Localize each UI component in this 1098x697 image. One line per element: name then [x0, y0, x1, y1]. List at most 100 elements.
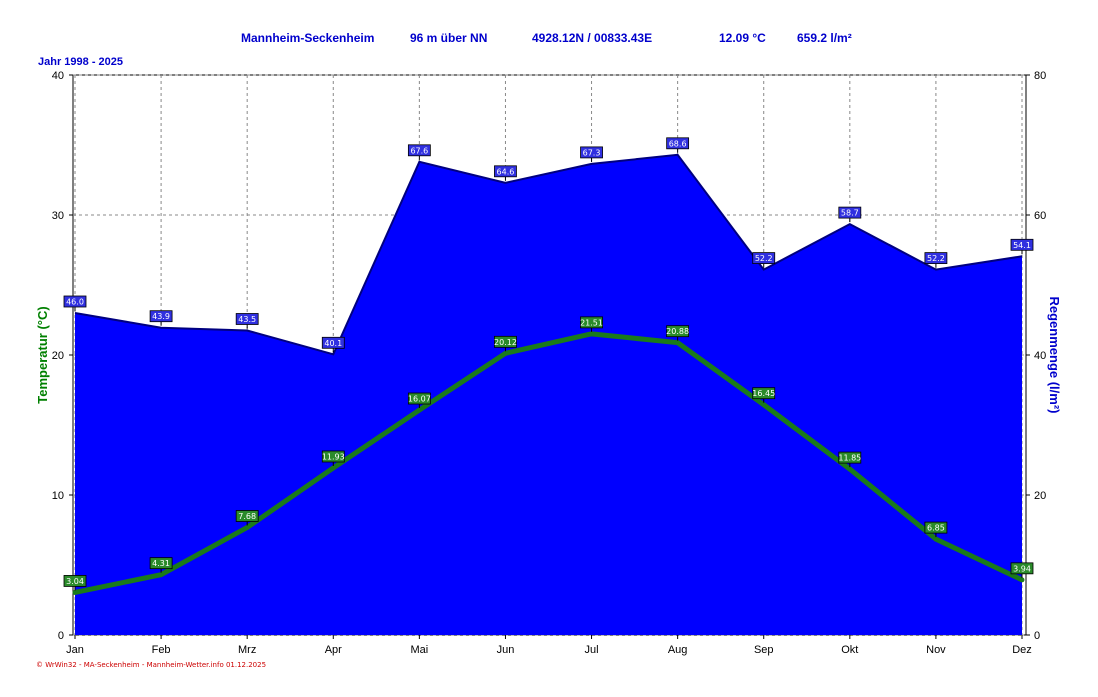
x-tick-label: Apr [325, 644, 342, 656]
rain-data-label-box [580, 146, 603, 159]
temp-data-label: 3.04 [63, 575, 87, 591]
rain-data-label-text: 52.2 [927, 254, 945, 263]
temp-data-label-box [407, 392, 431, 405]
temp-data-label-text: 20.12 [494, 338, 517, 347]
temp-point [72, 589, 78, 595]
rain-data-label-box [924, 252, 948, 265]
temp-point [589, 331, 595, 337]
rain-data-label-box [1010, 238, 1034, 251]
rain-data-label-text: 52.2 [755, 254, 773, 263]
rain-data-label-text: 58.7 [841, 209, 859, 218]
temp-data-label-box [924, 521, 948, 534]
temp-line [74, 331, 1024, 595]
temp-data-label-box [580, 316, 603, 329]
axes: Jan Feb Mrz Apr Mai Jun Jul Aug Sep Okt Nov Dez0102… [52, 70, 1047, 656]
temp-data-label-text: 11.85 [838, 454, 861, 463]
rain-data-label: 43.9 [149, 310, 173, 326]
y-right-tick-label: 20 [1034, 490, 1046, 502]
rain-outline [74, 153, 1023, 356]
x-tick-label: Nov [926, 644, 946, 656]
temp-data-label: 3.94 [1010, 562, 1034, 578]
year-range: Jahr 1998 - 2025 [38, 56, 123, 68]
x-tick-label: Mai [410, 644, 428, 656]
y-left-tick-label: 0 [58, 630, 64, 642]
rain-data-label-box [63, 295, 87, 308]
temp-point [502, 350, 508, 356]
temp-point [158, 572, 164, 578]
temp-data-label-text: 11.93 [322, 452, 345, 461]
temp-data-label-box [752, 387, 776, 400]
rain-data-label-box [752, 252, 776, 265]
temp-data-label: 4.31 [149, 557, 173, 573]
rain-data-label: 68.6 [666, 137, 690, 153]
y-left-tick-label: 20 [52, 350, 64, 362]
temp-data-label: 16.45 [752, 387, 776, 403]
y-left-tick-label: 40 [52, 70, 64, 82]
rain-data-label-box [149, 310, 173, 323]
rain-data-label-text: 40.1 [324, 339, 342, 348]
rain-data-label: 64.6 [494, 165, 517, 181]
rain-data-label-box [407, 144, 431, 157]
temp-point [675, 340, 681, 346]
temp-data-label: 21.51 [580, 316, 603, 332]
rain-data-label-text: 43.5 [238, 315, 256, 324]
y-right-tick-label: 40 [1034, 350, 1046, 362]
x-tick-label: Feb [152, 644, 171, 656]
temp-point [1019, 577, 1025, 583]
temp-data-label-text: 16.45 [752, 389, 775, 398]
rain-data-label: 54.1 [1010, 238, 1034, 255]
rain-data-label-text: 67.3 [583, 148, 601, 157]
rain-data-label-box [235, 313, 259, 325]
temp-data-label-box [149, 557, 173, 570]
rain-data-label-box [666, 137, 690, 150]
temp-data-label: 11.93 [321, 450, 345, 466]
temp-data-label: 20.12 [494, 335, 517, 352]
temp-point [244, 524, 250, 530]
x-tick-label: Okt [841, 644, 858, 656]
x-tick-label: Jul [585, 644, 599, 656]
rain-data-label: 52.2 [752, 252, 776, 268]
rain-data-label-text: 67.6 [410, 146, 428, 155]
temp-data-label: 11.85 [838, 451, 862, 468]
rain-data-label-text: 43.9 [152, 312, 170, 321]
temp-data-label: 7.68 [235, 510, 259, 526]
temp-data-label-box [321, 450, 345, 463]
rain-data-label: 52.2 [924, 252, 948, 268]
rain-area [75, 154, 1022, 636]
station-coordinates: 4928.12N / 00833.43E [532, 31, 652, 45]
rain-data-label: 43.5 [235, 313, 259, 329]
temp-data-label-text: 3.94 [1013, 564, 1031, 573]
rain-data-label-box [494, 165, 517, 178]
rain-data-label-text: 54.1 [1013, 241, 1031, 250]
rain-data-label: 40.1 [321, 336, 345, 353]
temp-point [847, 466, 853, 472]
temp-data-label: 6.85 [924, 521, 948, 538]
temp-data-label-text: 7.68 [238, 512, 256, 521]
temp-data-labels: 3.04 4.31 7.68 11.93 16.07 20.12 21.51 20.88 16.… [63, 316, 1034, 591]
precipitation-sum: 659.2 l/m² [797, 31, 852, 45]
y-left-tick-label: 10 [52, 490, 64, 502]
temp-data-label-box [235, 510, 259, 522]
temp-data-label-box [838, 451, 862, 464]
y-right-tick-label: 80 [1034, 70, 1046, 82]
temp-series [72, 331, 1025, 595]
y-right-tick-label: 0 [1034, 630, 1040, 642]
y-left-tick-label: 30 [52, 210, 64, 222]
temp-point [330, 465, 336, 471]
station-altitude: 96 m über NN [410, 31, 487, 45]
temp-data-label-box [666, 325, 690, 338]
temp-point [761, 402, 767, 408]
x-tick-label: Mrz [238, 644, 256, 656]
temp-data-label: 20.88 [666, 325, 690, 341]
temp-point [416, 407, 422, 413]
rain-data-label: 58.7 [838, 206, 862, 223]
rain-data-label-text: 68.6 [669, 139, 687, 148]
y-left-axis-label: Temperatur (°C) [35, 306, 50, 403]
temp-data-label-text: 20.88 [666, 327, 689, 336]
temp-data-label-text: 16.07 [408, 395, 431, 404]
rain-data-label: 67.6 [407, 144, 431, 160]
rain-series [74, 153, 1023, 636]
temp-data-label-text: 21.51 [580, 318, 603, 327]
